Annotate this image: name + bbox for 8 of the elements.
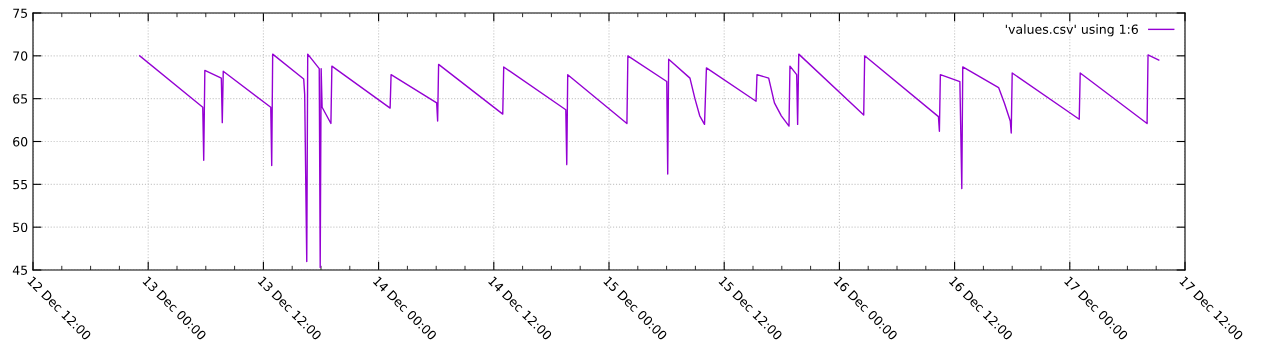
y-tick-label: 45: [12, 265, 28, 275]
y-tick-label: 50: [13, 222, 28, 233]
y-tick-label: 65: [13, 94, 28, 104]
y-tick-label: 55: [13, 179, 28, 190]
legend-label: 'values.csv' using 1:6: [1005, 24, 1138, 37]
y-tick-label: 70: [13, 51, 28, 61]
y-tick-label: 60: [13, 136, 28, 147]
y-tick-label: 75: [13, 8, 28, 18]
